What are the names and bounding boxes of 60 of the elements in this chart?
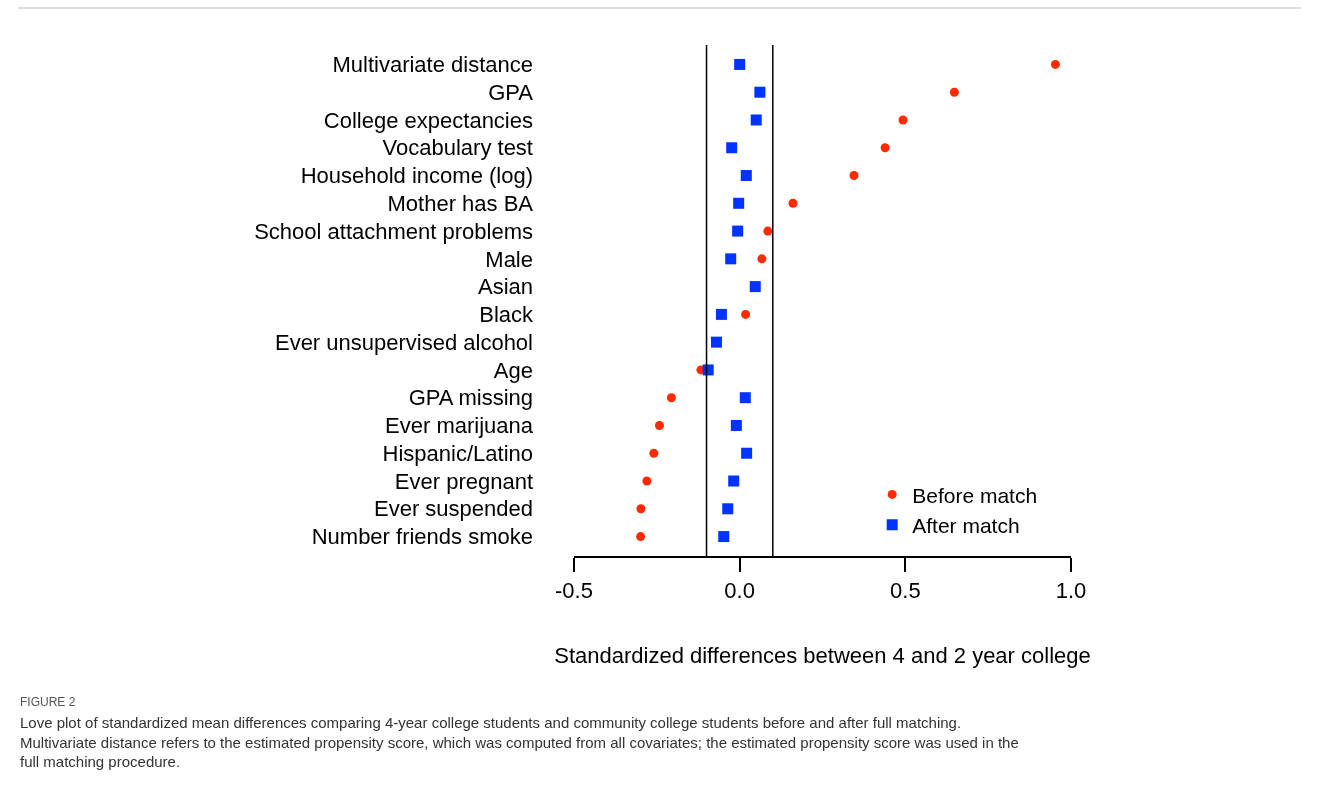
y-tick-label: Black [479,302,534,328]
point [726,142,738,154]
y-tick-label: Multivariate distance [332,52,533,78]
point [636,504,646,514]
point [642,476,652,486]
point [754,86,766,98]
y-tick-label: Ever pregnant [394,468,533,494]
point [741,309,751,319]
y-tick-label: Household income (log) [300,163,533,189]
caption: FIGURE 2 [20,695,76,709]
point [636,532,646,542]
point [740,170,752,182]
y-tick-label: Male [485,246,533,272]
y-tick-label: Mother has BA [387,191,534,216]
y-tick-label: GPA missing [408,385,533,411]
point [898,115,908,125]
x-tick-label: -0.5 [555,578,593,604]
y-tick-label: Asian [477,274,533,300]
point [750,114,762,126]
point [702,364,714,376]
point [728,475,740,487]
y-tick-label: College expectancies [323,107,533,133]
y-tick-label: Number friends smoke [311,524,533,550]
point [763,226,773,236]
point [739,392,751,404]
legend-label: After match [912,513,1020,537]
point [880,143,890,153]
point [749,281,761,293]
point [654,420,664,430]
point [741,447,753,459]
x-axis-title: Standardized differences between 4 and 2 year college [554,642,1091,668]
y-tick-label: Ever suspended [374,496,533,522]
x-tick-label: 0.0 [724,578,755,604]
y-tick-label: Ever unsupervised alcohol [274,329,533,355]
y-tick-label: GPA [488,79,534,105]
point [718,531,730,543]
y-tick-label: Age [493,357,533,383]
x-tick-label: 1.0 [1055,578,1087,604]
point [722,503,734,515]
legend-label: Before match [912,483,1038,507]
x-tick-label: 0.5 [890,578,921,604]
point [733,197,745,209]
point [649,448,659,458]
point [788,198,798,208]
point [715,308,727,320]
y-tick-label: School attachment problems [254,218,533,244]
point [710,336,722,348]
point [730,419,742,431]
text: Love plot of standardized mean differences comparing 4-year college students and community college students before and after full matching. Multivariate distance refers to the estimated propensity score, which was computed from all covariates; the estimated propensity score was used in the full matching procedure. [20,714,1019,770]
point [949,87,959,97]
point [1050,59,1060,69]
point [734,58,746,70]
y-tick-label: Hispanic/Latino [382,440,533,466]
point [757,254,767,264]
point [666,393,676,403]
y-tick-label: Ever marijuana [385,413,534,439]
point [732,225,744,237]
point [849,171,859,181]
y-tick-label: Vocabulary test [382,135,533,161]
point [725,253,737,265]
